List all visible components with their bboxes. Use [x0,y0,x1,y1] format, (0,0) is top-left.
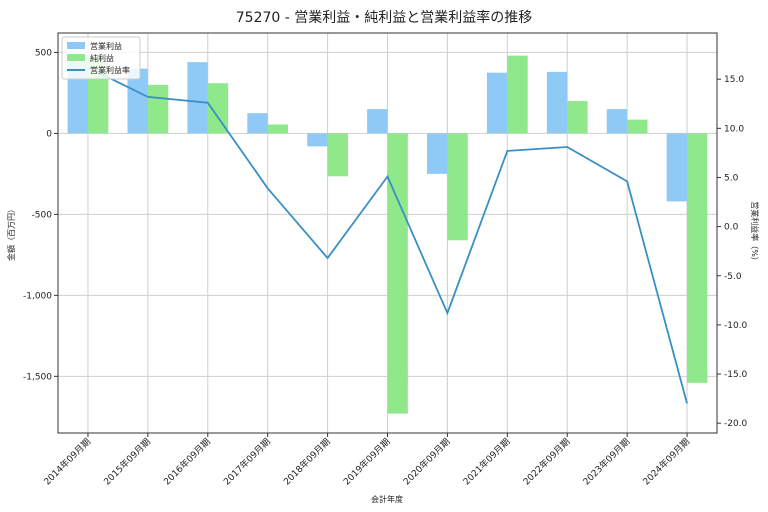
right-tick-label: 0.0 [724,223,739,233]
x-tick-label: 2015年09月期 [101,436,153,488]
left-tick-label: -1,500 [23,372,52,382]
left-tick-label: -500 [32,210,53,220]
bar-operating-profit [187,62,208,134]
x-tick-label: 2018年09月期 [281,436,333,488]
operating-margin-line [87,66,688,404]
bar-net-profit [567,101,588,134]
bar-net-profit [687,133,708,383]
right-tick-label: -20.0 [724,419,748,429]
legend-label: 営業利益 [90,41,122,51]
left-tick-label: 500 [35,48,52,58]
bar-net-profit [507,55,528,134]
x-tick-label: 2024年09月期 [640,436,692,488]
right-tick-label: -15.0 [724,370,748,380]
legend-label: 営業利益率 [90,65,130,75]
bar-operating-profit [427,133,448,174]
bar-operating-profit [127,68,148,134]
right-tick-label: 10.0 [724,124,744,134]
margin-line-group [87,66,688,404]
right-tick-label: -5.0 [724,272,742,282]
bar-net-profit [207,83,229,134]
right-tick-label: 5.0 [724,173,739,183]
x-tick-label: 2022年09月期 [520,436,572,488]
x-tick-label: 2016年09月期 [161,436,213,488]
left-axis: 500 0 -500 -1,000 -1,500 [23,48,58,382]
bar-operating-profit [367,109,388,134]
bar-net-profit [387,133,408,414]
left-tick-label: -1,000 [23,291,52,301]
x-tick-label: 2019年09月期 [341,436,393,488]
bar-net-profit [267,124,289,134]
bar-operating-profit [247,113,268,134]
chart-title: 75270 - 営業利益・純利益と営業利益率の推移 [236,9,533,26]
bar-net-profit [147,84,169,134]
bar-operating-profit [67,62,88,134]
bar-operating-profit [486,72,508,134]
legend-label: 純利益 [90,53,114,63]
x-tick-label: 2023年09月期 [580,436,632,488]
bar-net-profit [627,119,648,134]
x-tick-label: 2017年09月期 [221,436,273,488]
bar-net-profit [447,133,468,241]
bar-operating-profit [546,71,568,134]
x-axis: 2014年09月期 2015年09月期 2016年09月期 2017年09月期 2018… [41,433,692,488]
x-tick-label: 2021年09月期 [461,436,513,488]
legend-swatch [67,42,85,49]
right-axis: 15.0 10.0 5.0 0.0 -5.0 -10.0 -15.0 -20.0 [717,75,748,429]
legend-swatch [67,54,85,61]
bar-net-profit [327,133,348,177]
bar-operating-profit [606,109,628,134]
x-tick-label: 2014年09月期 [41,436,93,488]
right-tick-label: -10.0 [724,321,748,331]
bar-operating-profit [307,133,328,147]
x-tick-label: 2020年09月期 [401,436,453,488]
left-tick-label: 0 [46,129,52,139]
y-axis-label-left: 金額（百万円） [6,205,16,261]
bar-operating-profit [666,133,688,202]
bars-group [67,55,708,414]
y-axis-label-right: 営業利益率（%） [750,201,760,265]
x-axis-label: 会計年度 [371,494,403,504]
right-tick-label: 15.0 [724,75,744,85]
